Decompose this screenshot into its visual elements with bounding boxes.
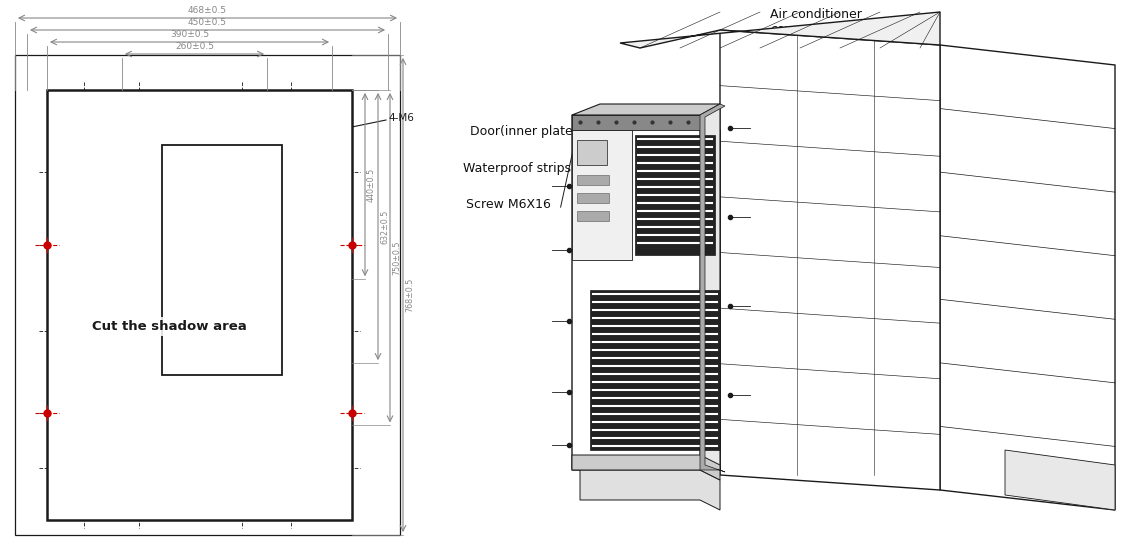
Bar	[635, 135, 716, 255]
Text: 632±0.5: 632±0.5	[380, 210, 389, 244]
Text: 750±0.5: 750±0.5	[392, 241, 401, 275]
Polygon shape	[572, 115, 720, 470]
Polygon shape	[572, 115, 700, 130]
Text: 260±0.5: 260±0.5	[175, 42, 214, 51]
Bar	[46, 90, 352, 520]
Text: Waterproof strips: Waterproof strips	[463, 162, 572, 175]
Text: 450±0.5: 450±0.5	[188, 18, 227, 27]
Bar	[577, 140, 607, 165]
Polygon shape	[700, 104, 720, 470]
Polygon shape	[940, 45, 1115, 510]
Text: Air conditioner: Air conditioner	[770, 8, 862, 21]
Text: 390±0.5: 390±0.5	[170, 30, 209, 39]
Bar	[162, 145, 282, 375]
Text: 768±0.5: 768±0.5	[405, 278, 414, 312]
Bar	[46, 90, 352, 520]
Polygon shape	[720, 30, 940, 490]
Bar	[577, 193, 609, 203]
Text: 4-M6: 4-M6	[388, 113, 414, 123]
Bar	[590, 290, 720, 450]
Polygon shape	[620, 12, 940, 48]
Polygon shape	[700, 104, 725, 472]
Text: cover: cover	[770, 23, 805, 36]
Bar	[15, 55, 400, 535]
Bar	[572, 130, 632, 260]
Polygon shape	[579, 470, 720, 510]
Polygon shape	[572, 455, 720, 480]
Bar	[577, 175, 609, 185]
Text: Screw M6X16: Screw M6X16	[466, 198, 551, 211]
Text: 440±0.5: 440±0.5	[367, 167, 376, 202]
Polygon shape	[572, 104, 720, 115]
Text: Door(inner plate): Door(inner plate)	[469, 125, 577, 138]
Text: 468±0.5: 468±0.5	[188, 6, 227, 15]
Bar	[577, 211, 609, 221]
Polygon shape	[1005, 450, 1115, 510]
Text: Cut the shadow area: Cut the shadow area	[92, 320, 246, 333]
